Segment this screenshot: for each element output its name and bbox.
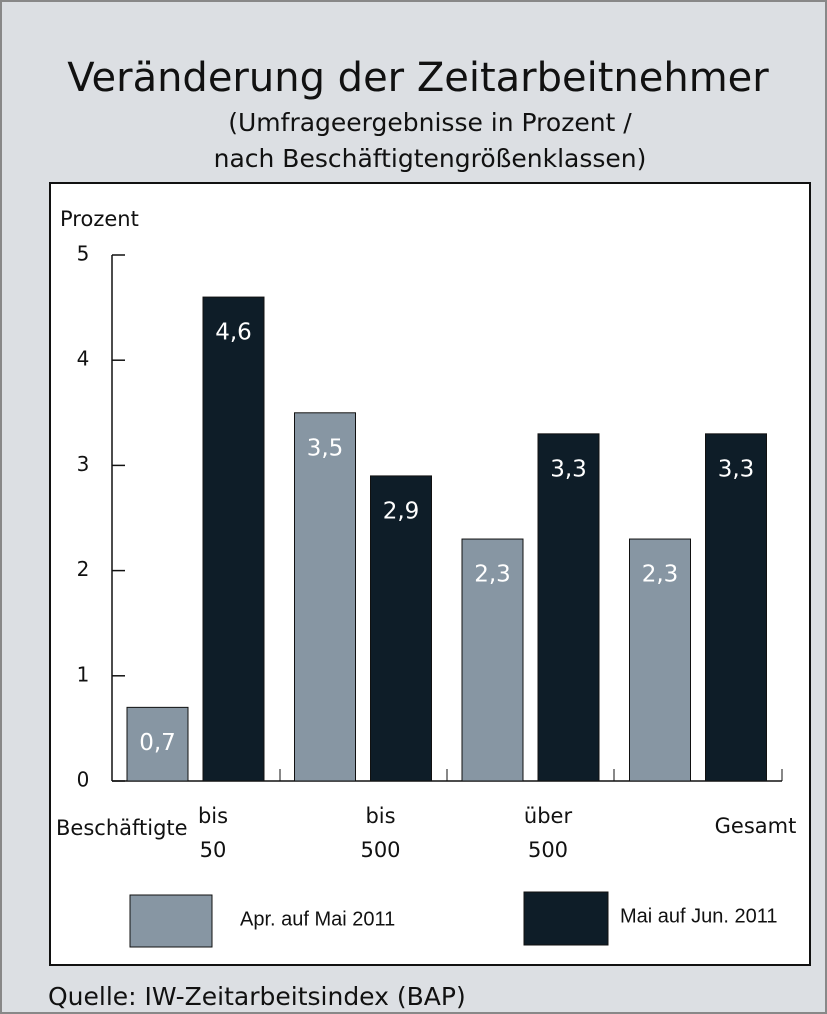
value-label: 2,3 — [642, 562, 679, 588]
legend-swatch — [129, 894, 213, 948]
bar — [202, 296, 265, 782]
x-tick-label-line: über — [524, 804, 573, 828]
y-tick-label: 2 — [77, 557, 90, 581]
bar — [370, 475, 432, 782]
x-tick-label-line: 500 — [528, 838, 568, 862]
value-label: 3,3 — [718, 456, 755, 482]
value-label: 2,9 — [383, 498, 420, 524]
bar — [294, 412, 356, 782]
x-tick-label-line: 50 — [200, 838, 227, 862]
x-axis-label: Beschäftigte — [56, 816, 188, 840]
bar — [537, 433, 600, 782]
x-tick-label: Gesamt — [715, 814, 797, 838]
x-tick-label: bis 500 — [360, 804, 400, 862]
x-tick-label-line: Gesamt — [715, 814, 797, 838]
value-label: 3,5 — [307, 435, 344, 461]
legend-label: Mai auf Jun. 2011 — [620, 905, 778, 927]
y-tick-label: 3 — [77, 452, 90, 476]
y-tick-label: 4 — [77, 347, 90, 371]
x-tick-label-line: 500 — [360, 838, 400, 862]
x-tick-label: bis 50 — [198, 804, 228, 862]
y-tick-label: 5 — [77, 242, 90, 266]
source: Quelle: IW-Zeitarbeitsindex (BAP) — [48, 982, 466, 1011]
bar — [461, 538, 524, 782]
value-label: 2,3 — [474, 562, 511, 588]
bar — [629, 538, 691, 782]
value-label: 4,6 — [215, 320, 252, 346]
y-axis-label: Prozent — [60, 207, 139, 231]
x-tick-label-line: bis — [198, 804, 228, 828]
value-label: 0,7 — [139, 730, 176, 756]
chart-title: Veränderung der Zeitarbeitnehmer — [67, 55, 769, 101]
legend-swatch — [523, 891, 609, 946]
legend-label: Apr. auf Mai 2011 — [240, 908, 395, 930]
x-tick-label-line: bis — [365, 804, 395, 828]
bar — [126, 706, 189, 782]
value-label: 3,3 — [550, 456, 587, 482]
y-tick-label: 1 — [77, 662, 90, 686]
y-tick-label: 0 — [77, 768, 90, 792]
chart-subtitle: nach Beschäftigtengrößenklassen) — [214, 144, 647, 173]
chart-subtitle: (Umfrageergebnisse in Prozent / — [228, 108, 632, 137]
x-tick-label: über 500 — [524, 804, 573, 862]
bar — [705, 433, 767, 782]
